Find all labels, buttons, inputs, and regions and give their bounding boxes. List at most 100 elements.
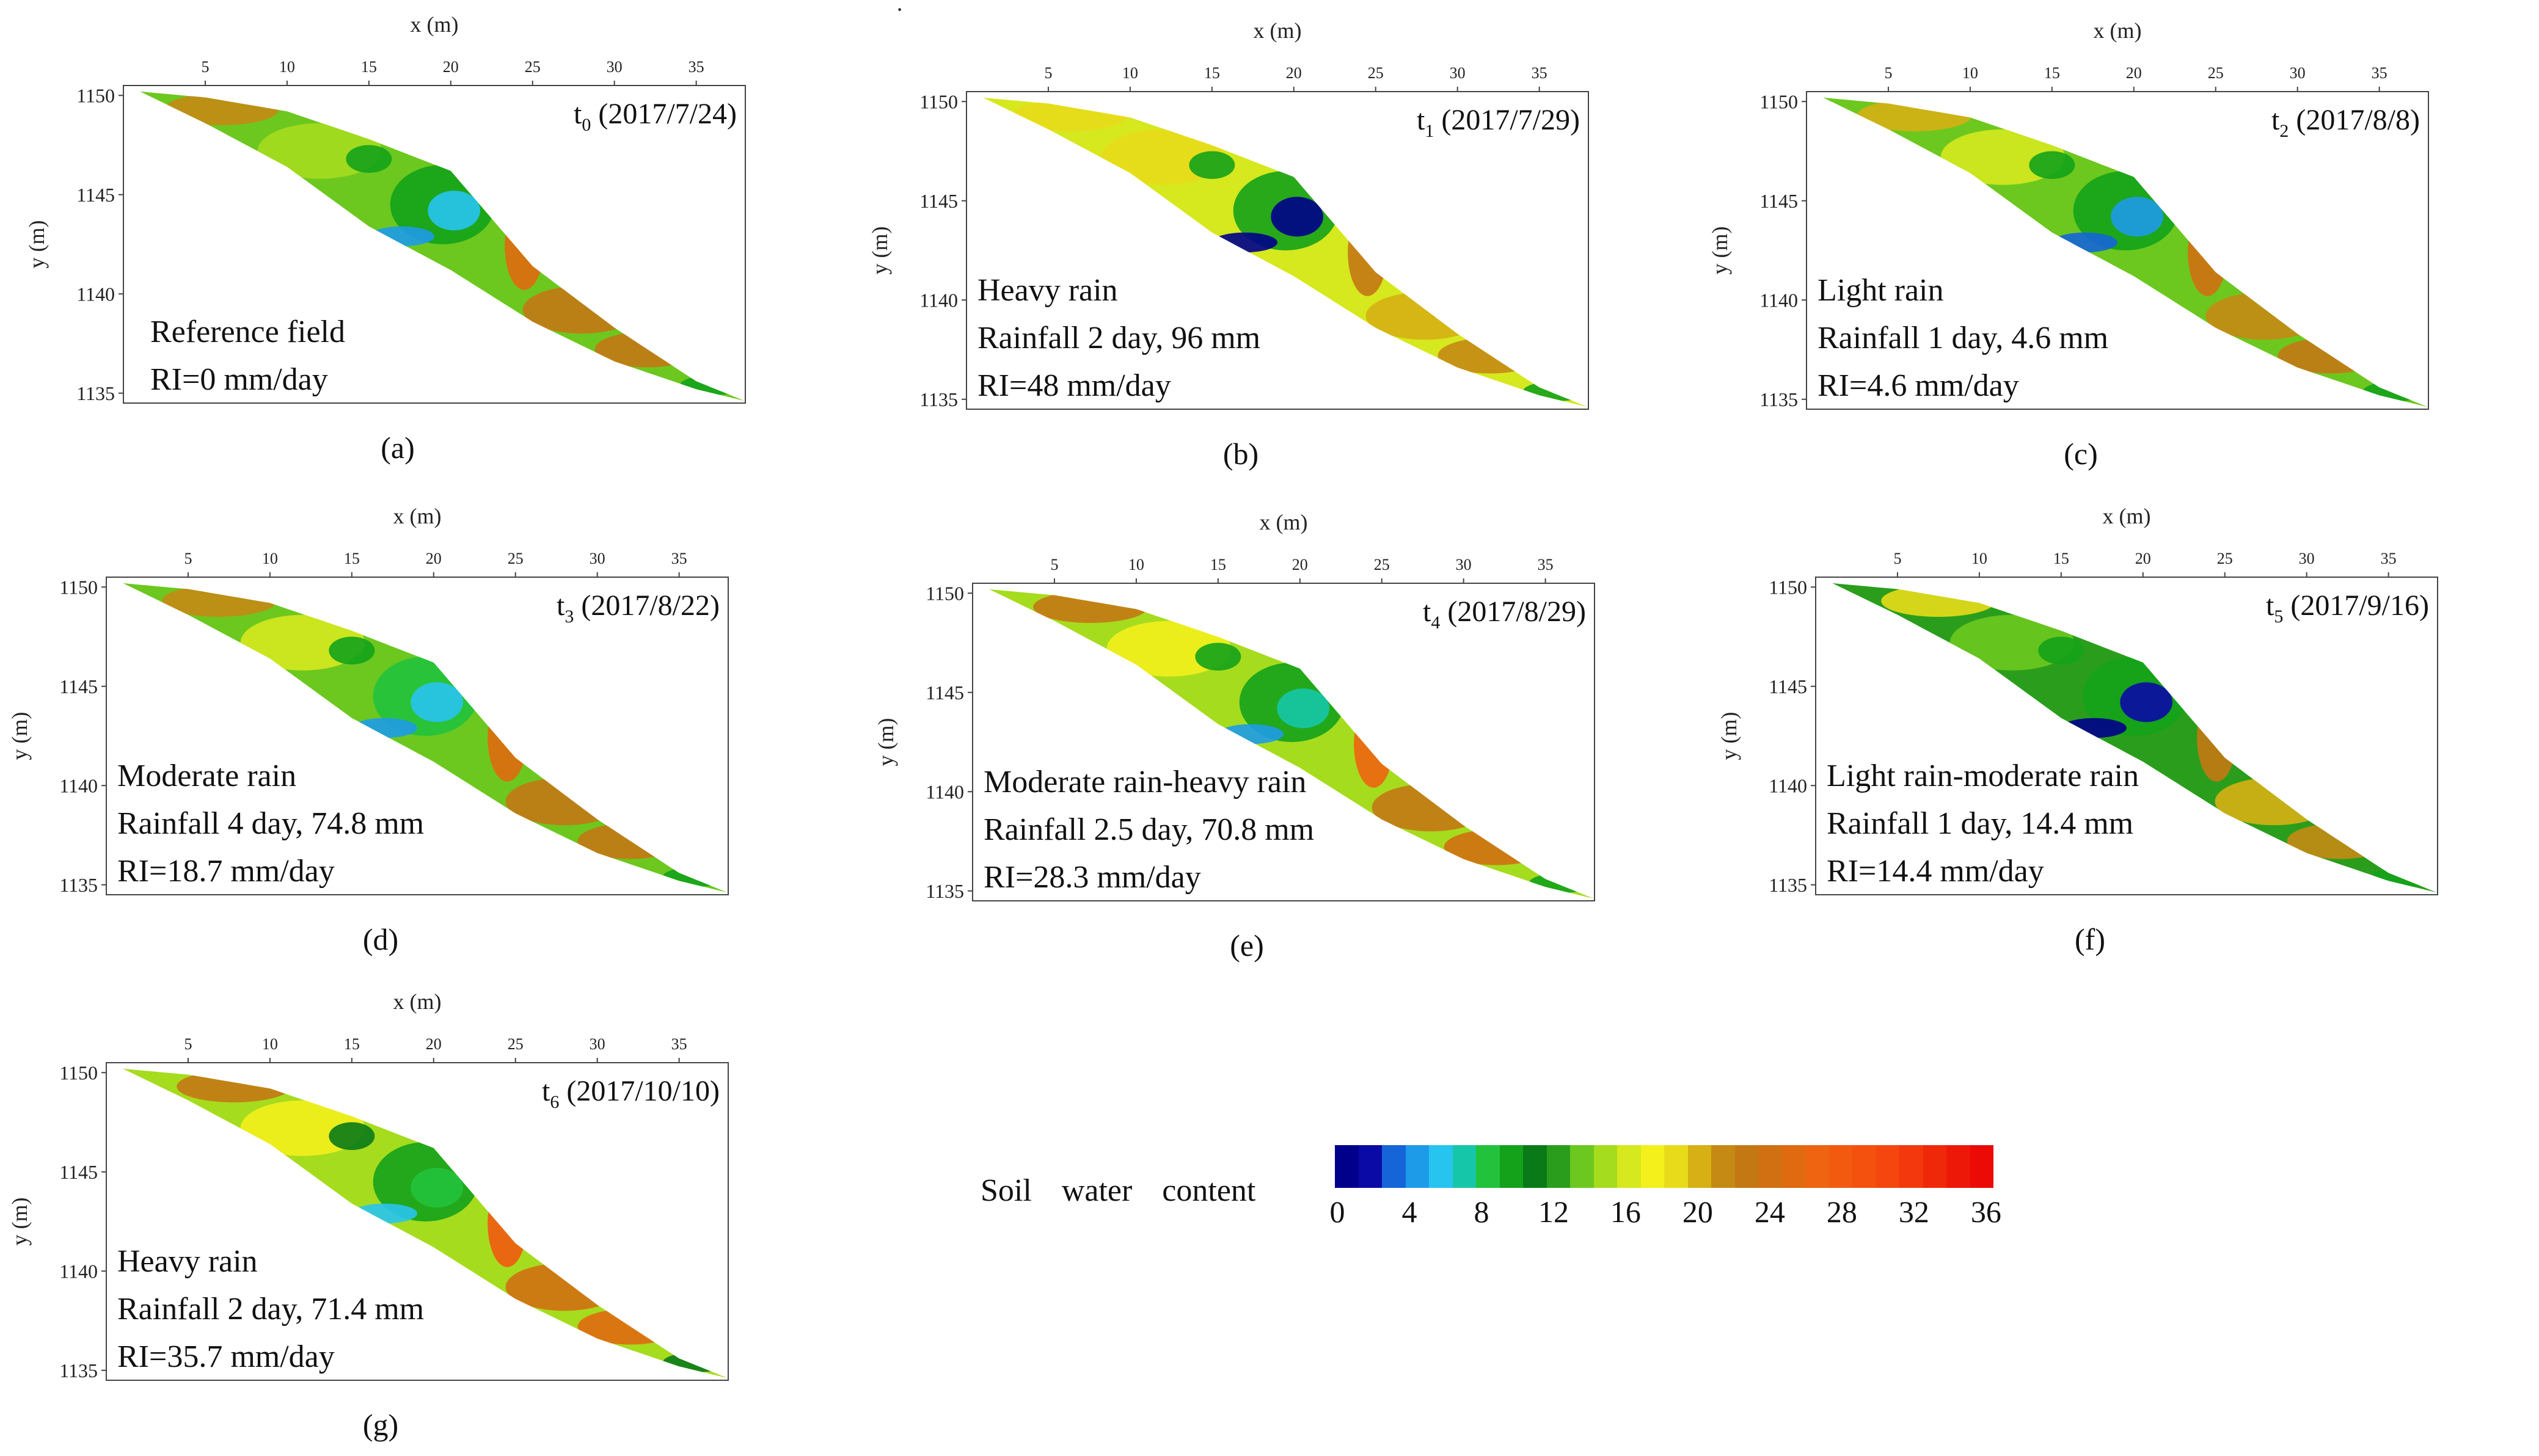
panel-caption: (g) (363, 1408, 398, 1442)
colorbar-swatch (1687, 1145, 1711, 1188)
contour-blob (1218, 724, 1284, 744)
panel-note: Moderate rain (117, 759, 296, 793)
x-tick-label: 15 (344, 550, 360, 567)
panel-title-t: t (2266, 589, 2274, 622)
panel-caption: (c) (2064, 437, 2098, 471)
contour-blob (1012, 100, 1127, 131)
colorbar-swatch (1476, 1145, 1500, 1188)
y-axis-label: y (m) (874, 718, 898, 766)
panel-title-t: t (1417, 104, 1425, 136)
contour-blob (2362, 381, 2428, 401)
panel-note: Rainfall 4 day, 74.8 mm (117, 806, 424, 841)
plot-frame (1806, 91, 2429, 410)
x-tick-label: 35 (1538, 556, 1554, 573)
y-tick-label: 1135 (1759, 388, 1798, 410)
contour-blob (1277, 688, 1330, 729)
y-tick-label: 1150 (919, 90, 958, 112)
x-tick-label: 5 (201, 58, 209, 76)
colorbar-swatch (1876, 1145, 1899, 1188)
colorbar-swatch (1499, 1145, 1523, 1188)
panel-note: RI=0 mm/day (150, 362, 328, 397)
panel-title-date: (2017/7/29) (1434, 104, 1580, 136)
x-tick-label: 10 (279, 58, 295, 76)
x-tick-label: 15 (361, 58, 377, 76)
contour-blob (2111, 197, 2164, 237)
panel-title-sub: 4 (1431, 613, 1440, 633)
x-tick-label: 30 (1456, 556, 1472, 573)
contour-field (988, 589, 1595, 899)
colorbar-swatch (1382, 1145, 1406, 1188)
panel-note: RI=18.7 mm/day (117, 854, 335, 889)
panel-note: RI=35.7 mm/day (117, 1339, 335, 1374)
panel-title: t3 (2017/8/22) (557, 589, 720, 627)
contour-blob (1354, 700, 1394, 788)
x-tick-label: 35 (671, 1035, 687, 1053)
y-tick-label: 1150 (1759, 90, 1798, 112)
panel-d: 5 10 15 20 25 30 35 x (m) 1150 1145 1140 1135 y (m) t… (7, 498, 734, 956)
contour-blob (1189, 151, 1235, 179)
contour-blob (505, 777, 624, 826)
panel-title: t5 (2017/9/16) (2266, 589, 2429, 627)
plot-frame (106, 577, 729, 895)
x-tick-label: 5 (1044, 64, 1052, 82)
colorbar-swatch (1711, 1145, 1735, 1188)
x-axis-label: x (m) (393, 504, 442, 528)
legend-label: Soil water content (981, 1173, 1256, 1208)
x-tick-label: 25 (525, 58, 541, 76)
x-tick-label: 30 (590, 1035, 605, 1053)
x-tick-label: 20 (2135, 550, 2151, 567)
x-tick-label: 30 (2299, 550, 2315, 567)
plot-svg: 5 10 15 20 25 30 35 x (m) 1150 1145 1140 1135 y (m) t… (7, 989, 729, 1442)
colorbar-swatch (1970, 1145, 1993, 1188)
contour-blob (2120, 682, 2173, 723)
panel-title-sub: 5 (2274, 606, 2283, 627)
panel-title: t0 (2017/7/24) (574, 98, 737, 135)
colorbar-swatch (1805, 1145, 1829, 1188)
colorbar-swatch (1664, 1145, 1688, 1188)
contour-blob (162, 585, 277, 617)
x-tick-label: 35 (2372, 64, 2387, 82)
colorbar-tick: 16 (1610, 1195, 1641, 1229)
colorbar-swatch (1640, 1145, 1664, 1188)
contour-blob (577, 823, 682, 859)
y-tick-label: 1150 (926, 582, 964, 604)
colorbar-swatch (1405, 1145, 1429, 1188)
plot-svg: 5 10 15 20 25 30 35 x (m) 1150 1145 1140 1135 y (m) t… (7, 504, 729, 956)
y-tick-label: 1145 (59, 1161, 98, 1183)
panel-title: t6 (2017/10/10) (542, 1075, 720, 1112)
y-tick-label: 1150 (76, 84, 115, 106)
y-tick-label: 1145 (1759, 190, 1798, 212)
panel-note: Rainfall 2 day, 96 mm (977, 321, 1260, 355)
contour-blob (1529, 873, 1595, 893)
panel-a: 5 10 15 20 25 30 35 x (m) 1150 1145 1140 1135 y (m) t… (24, 6, 751, 465)
contour-blob (346, 145, 392, 173)
contour-blob (505, 1263, 624, 1311)
x-tick-label: 10 (262, 1035, 278, 1053)
contour-blob (2171, 658, 2197, 683)
colorbar-swatch (1429, 1145, 1453, 1188)
panel-title-t: t (1423, 595, 1431, 628)
x-tick-label: 25 (508, 1035, 524, 1053)
colorbar-swatch (1734, 1145, 1758, 1188)
contour-field (139, 91, 745, 401)
contour-blob (594, 332, 700, 368)
contour-blob (1365, 292, 1484, 340)
contour-blob (428, 191, 481, 231)
contour-blob (368, 226, 435, 247)
contour-blob (411, 1168, 464, 1208)
y-tick-label: 1145 (919, 190, 958, 212)
panel-note: Rainfall 2.5 day, 70.8 mm (984, 812, 1314, 847)
x-tick-label: 30 (1450, 64, 1466, 82)
plot-svg: 5 10 15 20 25 30 35 x (m) 1150 1145 1140 1135 y (m) t… (24, 12, 746, 465)
contour-blob (1271, 197, 1324, 237)
contour-blob (505, 202, 544, 290)
panel-note: RI=48 mm/day (977, 368, 1171, 403)
panel-note: Heavy rain (117, 1244, 258, 1279)
panel-b: 5 10 15 20 25 30 35 x (m) 1150 1145 1140 1135 y (m) t… (868, 12, 1595, 471)
x-tick-label: 35 (671, 550, 687, 567)
colorbar-tick: 4 (1401, 1195, 1417, 1229)
colorbar-tick: 32 (1898, 1195, 1929, 1229)
x-tick-label: 5 (184, 550, 192, 567)
panel-note: RI=4.6 mm/day (1817, 368, 2019, 403)
x-tick-label: 20 (443, 58, 459, 76)
